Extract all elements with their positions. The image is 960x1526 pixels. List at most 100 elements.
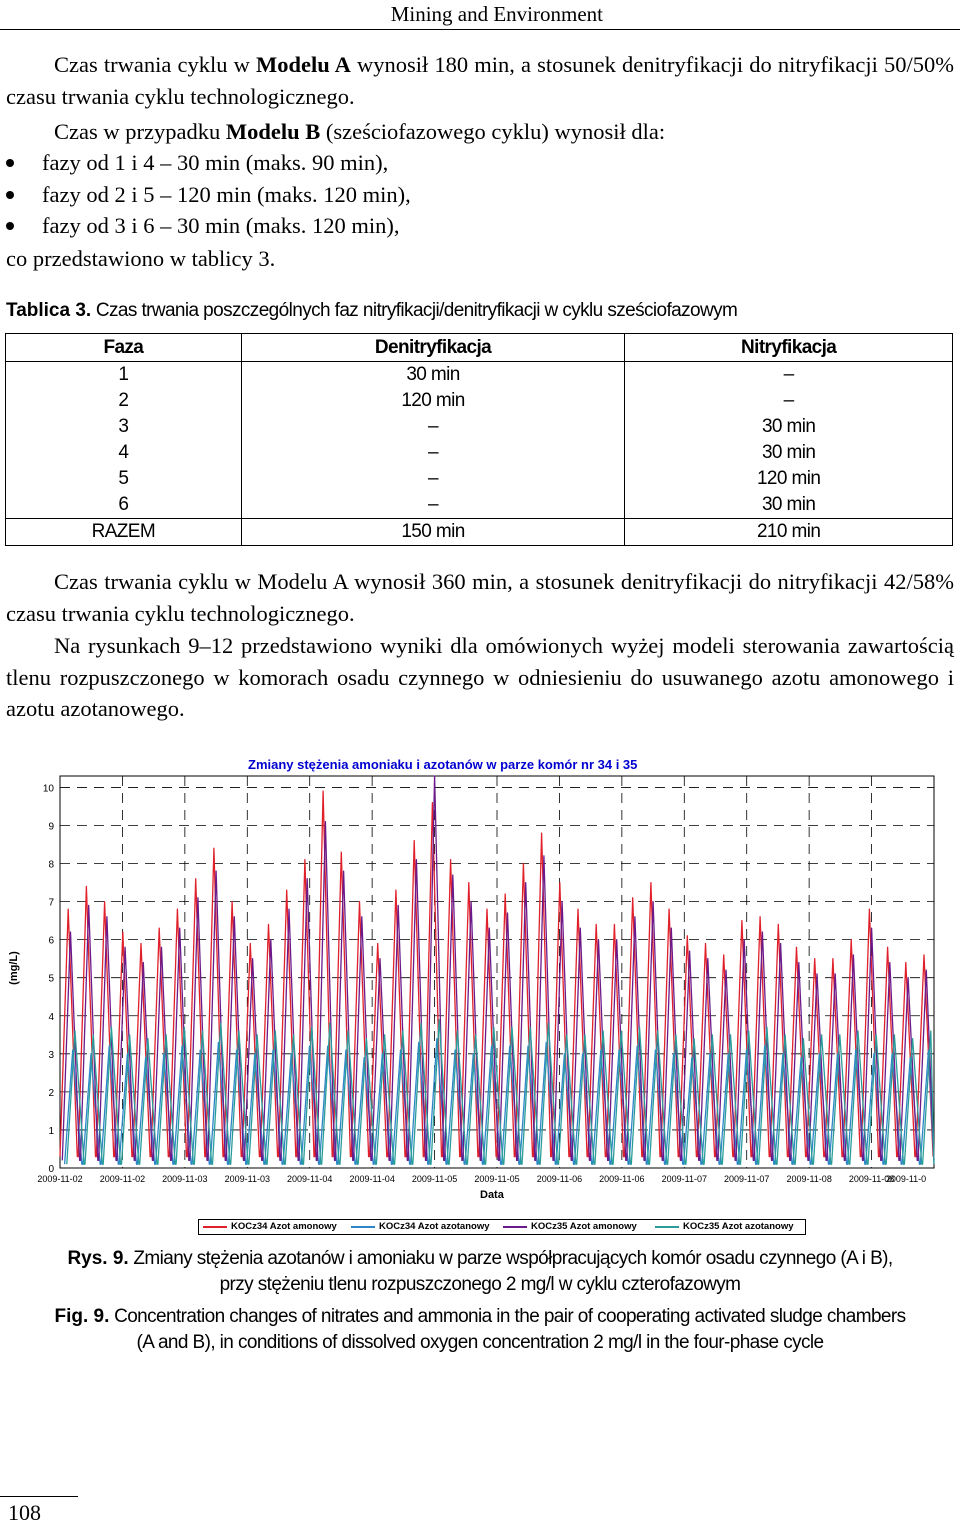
series-line-2 (61, 775, 935, 1162)
series-line-3 (66, 1018, 935, 1165)
legend-swatch (655, 1225, 679, 1228)
table-cell: 4 (5, 440, 242, 466)
legend-item: KOCz35 Azot amonowy (503, 1221, 637, 1232)
x-tick-label: 2009-11-02 (37, 1174, 82, 1184)
table-cell: – (240, 492, 626, 519)
x-tick-label: 2009-11-07 (662, 1174, 707, 1184)
list-item: fazy od 2 i 5 – 120 min (maks. 120 min), (6, 179, 411, 211)
y-tick-label: 4 (48, 1012, 54, 1023)
x-tick-label: 2009-11-05 (474, 1174, 519, 1184)
y-tick-label: 6 (48, 936, 54, 947)
figure-caption-text: Zmiany stężenia azotanów i amoniaku w pa… (133, 1248, 893, 1269)
phase-bullet-list: fazy od 1 i 4 – 30 min (maks. 90 min), f… (6, 147, 411, 242)
y-tick-label: 3 (48, 1050, 54, 1061)
x-tick-label: 2009-11-04 (349, 1174, 394, 1184)
table-cell: RAZEM (5, 518, 242, 546)
text-run: Czas trwania cyklu w (54, 52, 256, 77)
paragraph-model-a: Czas trwania cyklu w Modelu A wynosił 18… (6, 49, 954, 112)
text-run: Czas w przypadku (54, 119, 226, 144)
table-caption: Tablica 3. Czas trwania poszczególnych f… (6, 300, 738, 322)
model-a-term: Modelu A (255, 52, 351, 77)
x-tick-label: 2009-11-05 (412, 1174, 457, 1184)
text-run: wynosił 180 min, a stosunek denitryfikac… (6, 52, 954, 109)
figure-caption-en-line2: (A and B), in conditions of dissolved ox… (136, 1332, 825, 1353)
figure-caption-pl: Rys. 9. Zmiany stężenia azotanów i amoni… (0, 1246, 960, 1272)
table-row: 6–30 min (5, 492, 953, 519)
y-tick-label: 1 (48, 1126, 54, 1137)
table-row: 2 120 min – (5, 388, 953, 414)
table-cell: 120 min (624, 466, 953, 492)
x-tick-label: 2009-11-08 (849, 1174, 894, 1184)
model-b-term: Modelu B (225, 119, 321, 144)
table-cell: 2 (5, 388, 242, 414)
y-tick-label: 0 (48, 1164, 54, 1175)
text-run: (sześciofazowego cyklu) wynosił dla: (320, 119, 666, 144)
paragraph-cycle-ratio: Czas trwania cyklu w Modelu A wynosił 36… (6, 569, 954, 626)
legend-swatch (503, 1225, 527, 1228)
legend-label: KOCz34 Azot azotanowy (379, 1221, 490, 1232)
y-tick-label: 8 (48, 860, 54, 871)
table-cell: 30 min (624, 414, 953, 440)
x-tick-label: 2009-11-04 (287, 1174, 332, 1184)
x-tick-label: 2009-11-0 (886, 1174, 926, 1184)
x-tick-label: 2009-11-02 (100, 1174, 145, 1184)
x-tick-label: 2009-11-07 (724, 1174, 769, 1184)
table-cell: – (624, 388, 953, 414)
x-axis-label: Data (480, 1189, 504, 1201)
y-tick-label: 10 (43, 783, 55, 794)
legend-item: KOCz34 Azot azotanowy (351, 1221, 490, 1232)
series-line-0 (59, 790, 934, 1158)
column-header: Faza (5, 333, 242, 362)
figure-label-pl: Rys. 9. (67, 1248, 129, 1269)
list-item: fazy od 1 i 4 – 30 min (maks. 90 min), (6, 147, 411, 179)
legend-item: KOCz34 Azot amonowy (203, 1221, 337, 1232)
y-tick-label: 9 (48, 821, 54, 832)
table-cell: – (624, 361, 953, 388)
y-axis-label: (mg/L) (8, 951, 20, 985)
chart-title: Zmiany stężenia amoniaku i azotanów w pa… (248, 757, 638, 772)
x-tick-label: 2009-11-06 (537, 1174, 582, 1184)
list-item: fazy od 3 i 6 – 30 min (maks. 120 min), (6, 210, 411, 242)
paragraph-model-b: Czas w przypadku Modelu B (sześciofazowe… (6, 116, 954, 148)
table-cell: 150 min (240, 518, 626, 546)
column-header: Denitryfikacja (240, 333, 626, 362)
table-caption-text: Czas trwania poszczególnych faz nitryfik… (95, 300, 738, 321)
table-cell: 30 min (624, 440, 953, 466)
paragraph-table-ref: co przedstawiono w tablicy 3. (6, 246, 276, 271)
legend-swatch (351, 1225, 375, 1228)
concentration-chart: Zmiany stężenia amoniaku i azotanów w pa… (0, 752, 960, 1242)
legend-label: KOCz35 Azot amonowy (531, 1221, 637, 1232)
series-line-1 (63, 1037, 935, 1165)
figure-caption-pl-line2: przy stężeniu tlenu rozpuszczonego 2 mg/… (219, 1274, 741, 1295)
running-header: Mining and Environment (0, 0, 960, 30)
table-row: 4–30 min (5, 440, 953, 466)
legend-swatch (203, 1225, 227, 1228)
x-tick-label: 2009-11-03 (225, 1174, 270, 1184)
running-title: Mining and Environment (390, 2, 603, 26)
table-cell: 210 min (624, 518, 953, 546)
table-caption-label: Tablica 3. (6, 300, 92, 321)
table-row: 5–120 min (5, 466, 953, 492)
table-cell: 30 min (240, 361, 626, 388)
figure-caption-en: Fig. 9. Concentration changes of nitrate… (0, 1304, 960, 1330)
y-tick-label: 7 (48, 898, 54, 909)
table-header-row: Faza Denitryfikacja Nitryfikacja (5, 333, 953, 362)
x-tick-label: 2009-11-06 (599, 1174, 644, 1184)
x-tick-label: 2009-11-03 (162, 1174, 207, 1184)
legend-item: KOCz35 Azot azotanowy (655, 1221, 794, 1232)
footer-rule (0, 1496, 78, 1497)
y-tick-label: 2 (48, 1088, 54, 1099)
table-cell: 3 (5, 414, 242, 440)
table-cell: – (240, 414, 626, 440)
table-row: 1 30 min – (5, 361, 953, 388)
figure-caption-text: Concentration changes of nitrates and am… (114, 1306, 906, 1327)
chart-plot: 0 1 2 3 4 5 6 7 8 9 10 2009-11-02 2009-11-02 2009-11-… (37, 775, 935, 1184)
paragraph-figures-intro: Na rysunkach 9–12 przedstawiono wyniki d… (6, 633, 954, 721)
y-tick-label: 5 (48, 974, 54, 985)
figure-label-en: Fig. 9. (54, 1306, 110, 1327)
legend-label: KOCz34 Azot amonowy (231, 1221, 337, 1232)
table-cell: – (240, 440, 626, 466)
phase-duration-table: Faza Denitryfikacja Nitryfikacja 1 30 min… (5, 333, 953, 546)
table-cell: 30 min (624, 492, 953, 519)
table-row: 3–30 min (5, 414, 953, 440)
